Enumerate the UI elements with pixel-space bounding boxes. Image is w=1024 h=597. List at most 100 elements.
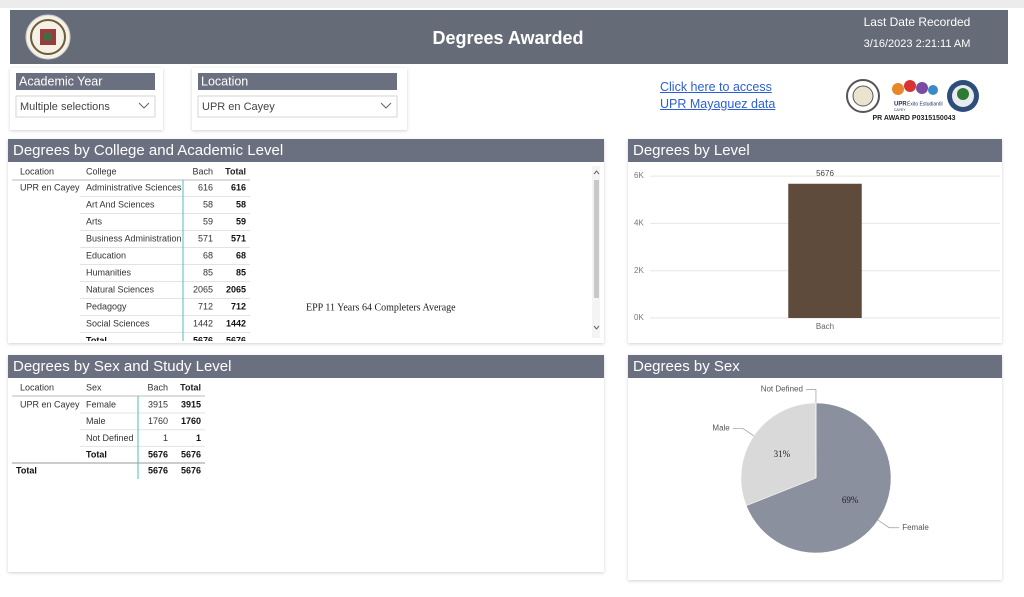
- scrollbar-thumb[interactable]: [594, 180, 599, 298]
- filter-label-bar: [198, 73, 397, 90]
- college-table: Location College Bach Total UPR en Cayey Admi…: [12, 166, 250, 345]
- location-cell: UPR en Cayey: [20, 182, 80, 192]
- panel-title: Degrees by Sex and Study Level: [13, 358, 231, 375]
- subtotal-total: 5676: [181, 449, 201, 459]
- top-strip: [0, 0, 1024, 8]
- total-cell: 58: [236, 199, 246, 209]
- college-cell: Pedagogy: [86, 301, 127, 311]
- header-title: Degrees Awarded: [432, 28, 583, 48]
- filter-label: Location: [201, 74, 248, 88]
- scroll-down[interactable]: [593, 325, 600, 330]
- panel-title: Degrees by Sex: [633, 358, 740, 375]
- bach-cell: 1442: [193, 318, 213, 328]
- filter-label-bar: [16, 73, 155, 90]
- dropdown-box[interactable]: [15, 95, 156, 118]
- slice-label: 69%: [842, 495, 859, 505]
- sex-cell: Not Defined: [86, 433, 134, 443]
- total-cell: 3915: [181, 399, 201, 409]
- category-label: Male: [712, 423, 730, 432]
- total-cell: 1442: [226, 318, 246, 328]
- subtotal-label: Total: [86, 449, 107, 459]
- subtotal-bach: 5676: [148, 449, 168, 459]
- column-header: Location: [20, 382, 54, 392]
- column-header: Bach: [147, 382, 168, 392]
- bach-cell: 1760: [148, 416, 168, 426]
- total-cell: 68: [236, 250, 246, 260]
- logo: [892, 83, 904, 95]
- leader-line: [877, 519, 900, 529]
- dropdown[interactable]: UPR en Cayey: [197, 95, 398, 118]
- college-cell: Education: [86, 250, 126, 260]
- data-label: 5676: [816, 169, 834, 178]
- total-cell: 616: [231, 182, 246, 192]
- leader-line: [732, 427, 755, 437]
- bach-cell: 85: [203, 267, 213, 277]
- x-tick-label: Bach: [816, 322, 834, 331]
- column-header: Total: [180, 382, 201, 392]
- total-bach: 5676: [148, 465, 168, 475]
- bar: [788, 183, 862, 318]
- college-cell: Natural Sciences: [86, 284, 155, 294]
- dropdown-chevron[interactable]: [380, 102, 392, 109]
- bach-cell: 3915: [148, 399, 168, 409]
- category-label: Not Defined: [761, 385, 803, 394]
- external-link[interactable]: Click here to access UPR Mayaguez data: [660, 80, 776, 111]
- dropdown[interactable]: Multiple selections: [15, 95, 156, 118]
- last-date: 3/16/2023 2:21:11 AM: [864, 38, 971, 50]
- filter-label: Academic Year: [19, 74, 102, 88]
- college-cell: Business Administration: [86, 233, 182, 243]
- college-cell: Humanities: [86, 267, 132, 277]
- last-date-label: Last Date Recorded: [864, 15, 971, 29]
- y-tick-label: 2K: [634, 266, 644, 275]
- leader-line: [805, 389, 817, 404]
- location-cell: UPR en Cayey: [20, 399, 80, 409]
- total-cell: 571: [231, 233, 246, 243]
- total-cell: 1: [196, 433, 201, 443]
- y-tick-label: 0K: [634, 313, 644, 322]
- bach-cell: 571: [198, 233, 213, 243]
- column-header: Bach: [192, 166, 213, 176]
- bach-cell: 68: [203, 250, 213, 260]
- award-text: PR AWARD P0315150043: [872, 115, 955, 122]
- logo-text: UPR: [894, 102, 907, 108]
- bach-cell: 616: [198, 182, 213, 192]
- total-cell: 1760: [181, 416, 201, 426]
- bach-cell: 58: [203, 199, 213, 209]
- dropdown-box[interactable]: [197, 95, 398, 118]
- logo: [852, 85, 874, 107]
- panel-title-bar: [8, 139, 604, 162]
- college-cell: Arts: [86, 216, 103, 226]
- panel-title-bar: [8, 355, 604, 378]
- sex-cell: Male: [86, 416, 106, 426]
- column-header: Total: [225, 166, 246, 176]
- bach-cell: 712: [198, 301, 213, 311]
- sex-cell: Female: [86, 399, 116, 409]
- column-header: College: [86, 166, 117, 176]
- college-cell: Administrative Sciences: [86, 182, 182, 192]
- header-bar: [10, 10, 1008, 64]
- pie-slice: [740, 402, 817, 506]
- category-label: Female: [902, 523, 929, 532]
- total-cell: 59: [236, 216, 246, 226]
- total-total: 5676: [181, 465, 201, 475]
- total-label: Total: [16, 465, 37, 475]
- total-cell: 85: [236, 267, 246, 277]
- total-cell: 2065: [226, 284, 246, 294]
- column-header: Location: [20, 166, 54, 176]
- college-cell: Art And Sciences: [86, 199, 155, 209]
- dropdown-value: UPR en Cayey: [202, 101, 275, 113]
- seal-logo: [25, 14, 71, 60]
- logo: [904, 80, 916, 92]
- total-label: Total: [86, 335, 107, 345]
- column-header: Sex: [86, 382, 102, 392]
- logo: [916, 82, 928, 94]
- y-tick-label: 4K: [634, 219, 644, 228]
- panel-title-bar: [628, 355, 1002, 378]
- logo-text: CAYEY: [894, 108, 906, 112]
- scroll-up[interactable]: [593, 170, 600, 175]
- dropdown-chevron[interactable]: [138, 102, 150, 109]
- note: EPP 11 Years 64 Completers Average: [306, 302, 456, 313]
- logo: [957, 88, 969, 100]
